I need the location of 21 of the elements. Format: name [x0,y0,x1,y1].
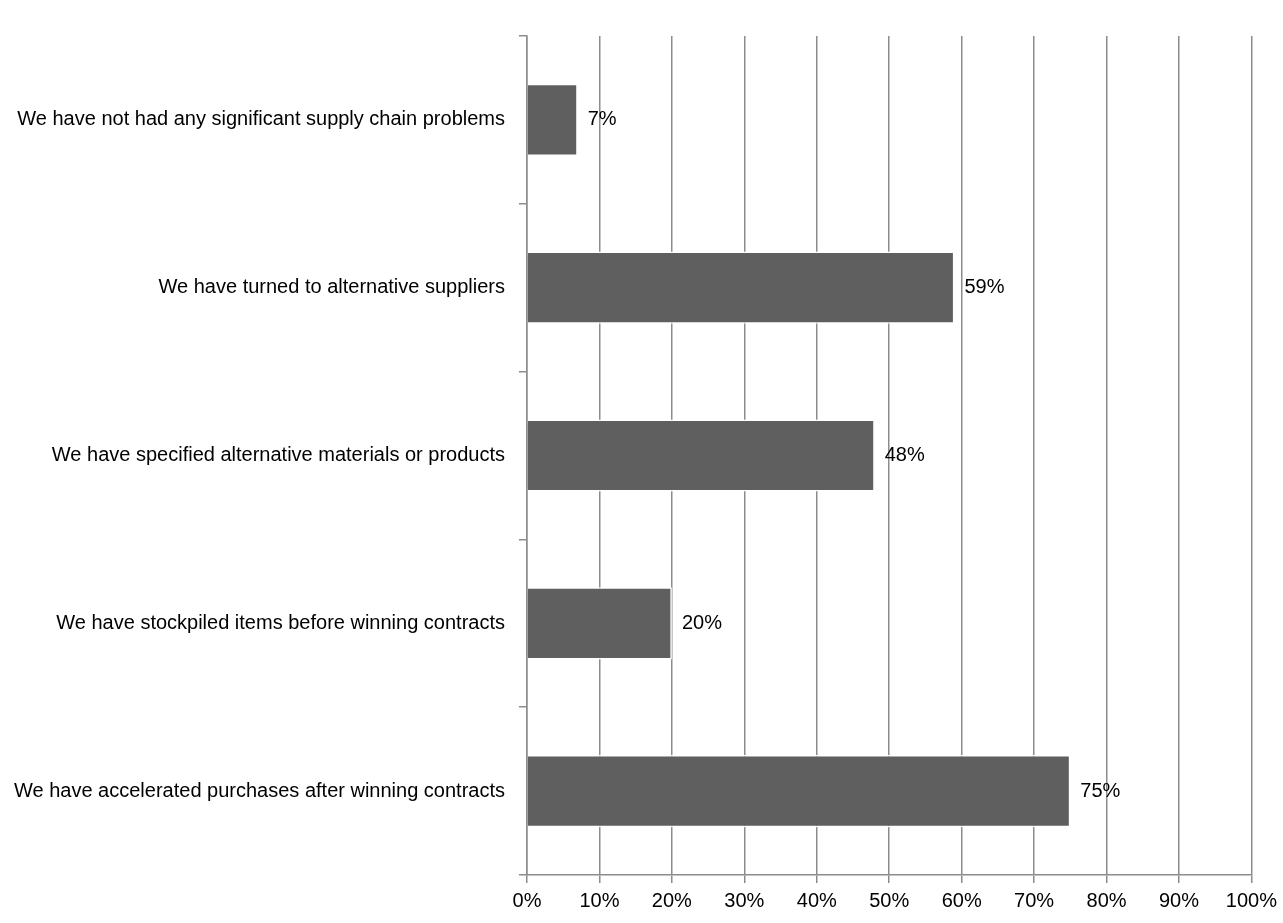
x-tick-label: 80% [1086,888,1127,911]
data-label: 75% [1080,778,1121,801]
x-tick-label: 40% [796,888,837,911]
x-tick-label: 70% [1014,888,1055,911]
data-label: 20% [681,610,723,633]
data-label: 48% [884,443,925,466]
x-tick-label: 10% [579,888,620,911]
x-tick-label: 90% [1158,888,1200,911]
x-tick-label: 30% [724,888,765,911]
x-tick-label: 20% [651,888,693,911]
x-tick-label: 100% [1225,888,1278,911]
y-tick-label: We have accelerated purchases after winning contracts [13,778,506,801]
y-tick-label: We have turned to alternative suppliers [158,275,506,298]
y-tick-label: We have stockpiled items before winning contracts [56,610,506,633]
data-label: 59% [964,275,1005,298]
data-label: 7% [587,107,617,130]
y-tick-label: We have specified alternative materials or products [51,443,506,466]
x-tick-label: 60% [941,888,982,911]
y-tick-label: We have not had any significant supply chain problems [17,107,506,130]
x-tick-label: 0% [512,888,542,911]
x-tick-label: 50% [869,888,910,911]
